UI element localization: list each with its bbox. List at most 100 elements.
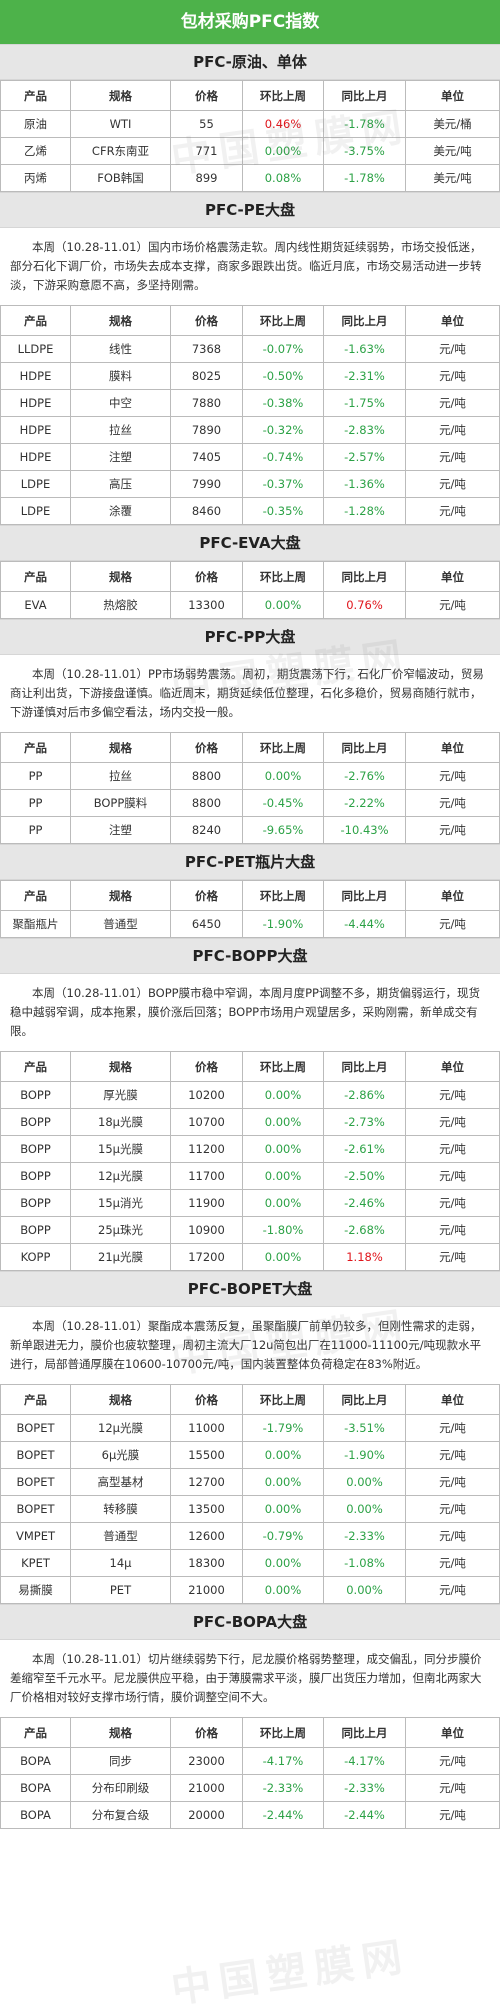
cell-price: 7368 bbox=[170, 335, 243, 363]
cell-mom: 0.00% bbox=[323, 1468, 406, 1496]
column-header: 价格 bbox=[170, 880, 243, 911]
table-row: PP BOPP膜料 8800 -0.45% -2.22% 元/吨 bbox=[0, 789, 500, 817]
cell-product: 乙烯 bbox=[0, 137, 71, 165]
cell-product: 易撕膜 bbox=[0, 1576, 71, 1604]
column-header: 规格 bbox=[70, 561, 171, 592]
section-paragraph: 本周（10.28-11.01）PP市场弱势震荡。周初，期货震荡下行，石化厂价窄幅… bbox=[0, 655, 500, 732]
table-row: 易撕膜 PET 21000 0.00% 0.00% 元/吨 bbox=[0, 1576, 500, 1604]
cell-price: 899 bbox=[170, 164, 243, 192]
table-row: BOPP 12μ光膜 11700 0.00% -2.50% 元/吨 bbox=[0, 1162, 500, 1190]
cell-mom: -2.33% bbox=[323, 1774, 406, 1802]
cell-price: 13300 bbox=[170, 591, 243, 619]
column-header: 单位 bbox=[405, 732, 500, 763]
cell-spec: CFR东南亚 bbox=[70, 137, 171, 165]
cell-spec: 12μ光膜 bbox=[70, 1414, 171, 1442]
cell-unit: 元/吨 bbox=[405, 1135, 500, 1163]
cell-product: PP bbox=[0, 762, 71, 790]
cell-mom: -2.83% bbox=[323, 416, 406, 444]
table-row: BOPP 25μ珠光 10900 -1.80% -2.68% 元/吨 bbox=[0, 1216, 500, 1244]
column-header: 单位 bbox=[405, 1051, 500, 1082]
cell-product: BOPET bbox=[0, 1414, 71, 1442]
cell-product: BOPET bbox=[0, 1495, 71, 1523]
cell-unit: 元/吨 bbox=[405, 1189, 500, 1217]
column-header: 产品 bbox=[0, 1051, 71, 1082]
column-header: 规格 bbox=[70, 732, 171, 763]
paragraph-text: 本周（10.28-11.01）BOPP膜市稳中窄调，本周月度PP调整不多，期货偏… bbox=[10, 986, 480, 1038]
section-crude: PFC-原油、单体 产品 规格 价格 环比上周 同比上月 单位 原油 WTI 55 0.46% -1.… bbox=[0, 44, 500, 192]
price-table: 产品 规格 价格 环比上周 同比上月 单位 EVA 热熔胶 13300 0.00% 0.76% 元/吨 bbox=[0, 561, 500, 619]
table-row: BOPP 厚光膜 10200 0.00% -2.86% 元/吨 bbox=[0, 1081, 500, 1109]
column-header: 环比上周 bbox=[242, 1051, 324, 1082]
cell-price: 6450 bbox=[170, 910, 243, 938]
cell-spec: 14μ bbox=[70, 1549, 171, 1577]
cell-wow: 0.00% bbox=[242, 1549, 324, 1577]
cell-wow: -0.50% bbox=[242, 362, 324, 390]
column-header: 环比上周 bbox=[242, 732, 324, 763]
cell-mom: 0.00% bbox=[323, 1495, 406, 1523]
paragraph-text: 本周（10.28-11.01）聚酯成本震荡反复，虽聚酯膜厂前单仍较多，但刚性需求… bbox=[10, 1319, 482, 1371]
cell-spec: 18μ光膜 bbox=[70, 1108, 171, 1136]
cell-unit: 元/吨 bbox=[405, 1216, 500, 1244]
column-header: 价格 bbox=[170, 732, 243, 763]
cell-price: 20000 bbox=[170, 1801, 243, 1829]
cell-unit: 元/吨 bbox=[405, 789, 500, 817]
column-header: 规格 bbox=[70, 1717, 171, 1748]
column-header: 规格 bbox=[70, 880, 171, 911]
column-header: 同比上月 bbox=[323, 732, 406, 763]
price-table: 产品 规格 价格 环比上周 同比上月 单位 BOPA 同步 23000 -4.17% -4.17% 元… bbox=[0, 1717, 500, 1829]
section-pe: PFC-PE大盘 本周（10.28-11.01）国内市场价格震荡走软。周内线性期货… bbox=[0, 192, 500, 525]
cell-wow: -0.74% bbox=[242, 443, 324, 471]
cell-unit: 元/吨 bbox=[405, 1162, 500, 1190]
column-header: 产品 bbox=[0, 561, 71, 592]
table-header-row: 产品 规格 价格 环比上周 同比上月 单位 bbox=[0, 1051, 500, 1082]
cell-price: 13500 bbox=[170, 1495, 243, 1523]
table-row: BOPA 分布复合级 20000 -2.44% -2.44% 元/吨 bbox=[0, 1801, 500, 1829]
cell-spec: 同步 bbox=[70, 1747, 171, 1775]
column-header: 同比上月 bbox=[323, 1717, 406, 1748]
column-header: 单位 bbox=[405, 880, 500, 911]
section-eva: PFC-EVA大盘 产品 规格 价格 环比上周 同比上月 单位 EVA 热熔胶 13300 0.00… bbox=[0, 525, 500, 619]
cell-unit: 元/吨 bbox=[405, 1774, 500, 1802]
cell-mom: -1.75% bbox=[323, 389, 406, 417]
cell-product: BOPA bbox=[0, 1747, 71, 1775]
table-row: BOPET 高型基材 12700 0.00% 0.00% 元/吨 bbox=[0, 1468, 500, 1496]
paragraph-text: 本周（10.28-11.01）切片继续弱势下行，尼龙膜价格弱势整理，成交偏乱，同… bbox=[10, 1652, 482, 1704]
cell-product: BOPA bbox=[0, 1774, 71, 1802]
column-header: 价格 bbox=[170, 305, 243, 336]
column-header: 产品 bbox=[0, 880, 71, 911]
cell-price: 18300 bbox=[170, 1549, 243, 1577]
cell-unit: 元/吨 bbox=[405, 1522, 500, 1550]
cell-price: 7880 bbox=[170, 389, 243, 417]
cell-unit: 元/吨 bbox=[405, 1495, 500, 1523]
table-row: BOPP 15μ光膜 11200 0.00% -2.61% 元/吨 bbox=[0, 1135, 500, 1163]
cell-mom: -2.44% bbox=[323, 1801, 406, 1829]
column-header: 环比上周 bbox=[242, 80, 324, 111]
cell-product: BOPP bbox=[0, 1135, 71, 1163]
column-header: 同比上月 bbox=[323, 880, 406, 911]
cell-product: PP bbox=[0, 816, 71, 844]
cell-wow: -0.79% bbox=[242, 1522, 324, 1550]
cell-unit: 元/吨 bbox=[405, 591, 500, 619]
cell-product: 原油 bbox=[0, 110, 71, 138]
column-header: 产品 bbox=[0, 305, 71, 336]
column-header: 产品 bbox=[0, 732, 71, 763]
cell-price: 11000 bbox=[170, 1414, 243, 1442]
cell-unit: 元/吨 bbox=[405, 470, 500, 498]
cell-product: BOPP bbox=[0, 1081, 71, 1109]
cell-product: 聚酯瓶片 bbox=[0, 910, 71, 938]
price-table: 产品 规格 价格 环比上周 同比上月 单位 PP 拉丝 8800 0.00% -2.76% 元/吨 PP… bbox=[0, 732, 500, 844]
cell-unit: 元/吨 bbox=[405, 1081, 500, 1109]
cell-wow: 0.00% bbox=[242, 1468, 324, 1496]
cell-unit: 元/吨 bbox=[405, 416, 500, 444]
cell-price: 11900 bbox=[170, 1189, 243, 1217]
cell-mom: -10.43% bbox=[323, 816, 406, 844]
cell-wow: 0.00% bbox=[242, 591, 324, 619]
cell-wow: -0.32% bbox=[242, 416, 324, 444]
table-header-row: 产品 规格 价格 环比上周 同比上月 单位 bbox=[0, 561, 500, 592]
cell-wow: 0.00% bbox=[242, 1135, 324, 1163]
cell-mom: -1.90% bbox=[323, 1441, 406, 1469]
section-pet: PFC-PET瓶片大盘 产品 规格 价格 环比上周 同比上月 单位 聚酯瓶片 普通型 6450 -1… bbox=[0, 844, 500, 938]
cell-wow: 0.00% bbox=[242, 1441, 324, 1469]
cell-spec: 12μ光膜 bbox=[70, 1162, 171, 1190]
